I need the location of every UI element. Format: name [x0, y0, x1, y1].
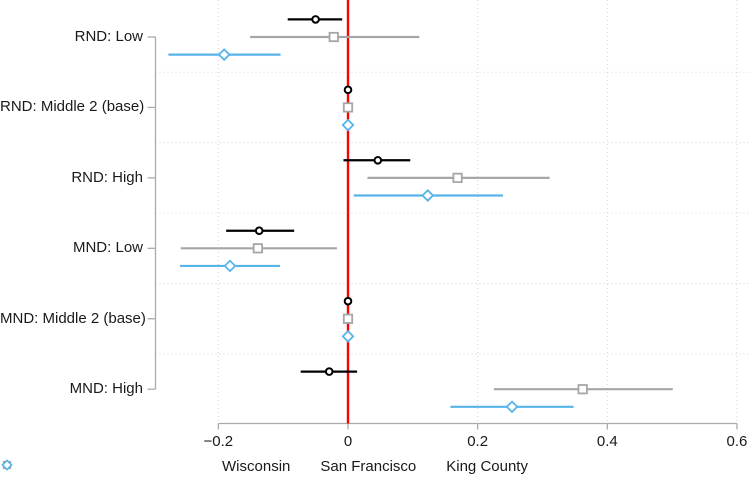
legend-item: San Francisco [2, 458, 417, 475]
marker-diamond [421, 189, 435, 202]
legend-label: Wisconsin [222, 458, 291, 475]
category-label: RND: High [71, 168, 143, 186]
category-label: MND: Low [72, 239, 143, 257]
legend-item: Wisconsin [3, 458, 291, 475]
marker-square [328, 31, 339, 43]
marker-circle [373, 155, 383, 165]
legend-item: King County [1, 458, 528, 475]
legend-label: King County [446, 458, 528, 475]
marker-diamond [341, 118, 355, 132]
marker-square [342, 313, 354, 324]
category-label: RND: Low [74, 28, 143, 45]
marker-square [342, 102, 354, 113]
x-tick-label: 0.4 [596, 433, 618, 450]
x-tick-label: 0.6 [726, 433, 748, 450]
category-label: MND: Middle 2 (base) [0, 309, 146, 327]
marker-circle [254, 226, 264, 236]
marker-diamond [223, 259, 237, 273]
x-tick-label: 0 [343, 433, 353, 450]
category-label: RND: Middle 2 (base) [0, 98, 145, 116]
x-tick-label: 0.2 [467, 433, 489, 450]
marker-square [577, 384, 588, 395]
legend-diamond-icon [1, 459, 13, 471]
category-label: MND: High [69, 380, 143, 398]
marker-diamond [341, 329, 355, 343]
marker-circle [324, 367, 334, 376]
legend-label: San Francisco [320, 458, 417, 475]
marker-circle [311, 15, 320, 24]
marker-circle [343, 85, 353, 95]
marker-diamond [505, 400, 519, 414]
x-tick-label: −0.2 [203, 433, 234, 450]
marker-square [452, 172, 463, 183]
marker-square [252, 243, 263, 254]
legend: Wisconsin San Francisco King County [0, 458, 750, 475]
marker-circle [343, 296, 353, 306]
marker-diamond [217, 48, 231, 62]
legend-marker-shape [1, 459, 13, 471]
